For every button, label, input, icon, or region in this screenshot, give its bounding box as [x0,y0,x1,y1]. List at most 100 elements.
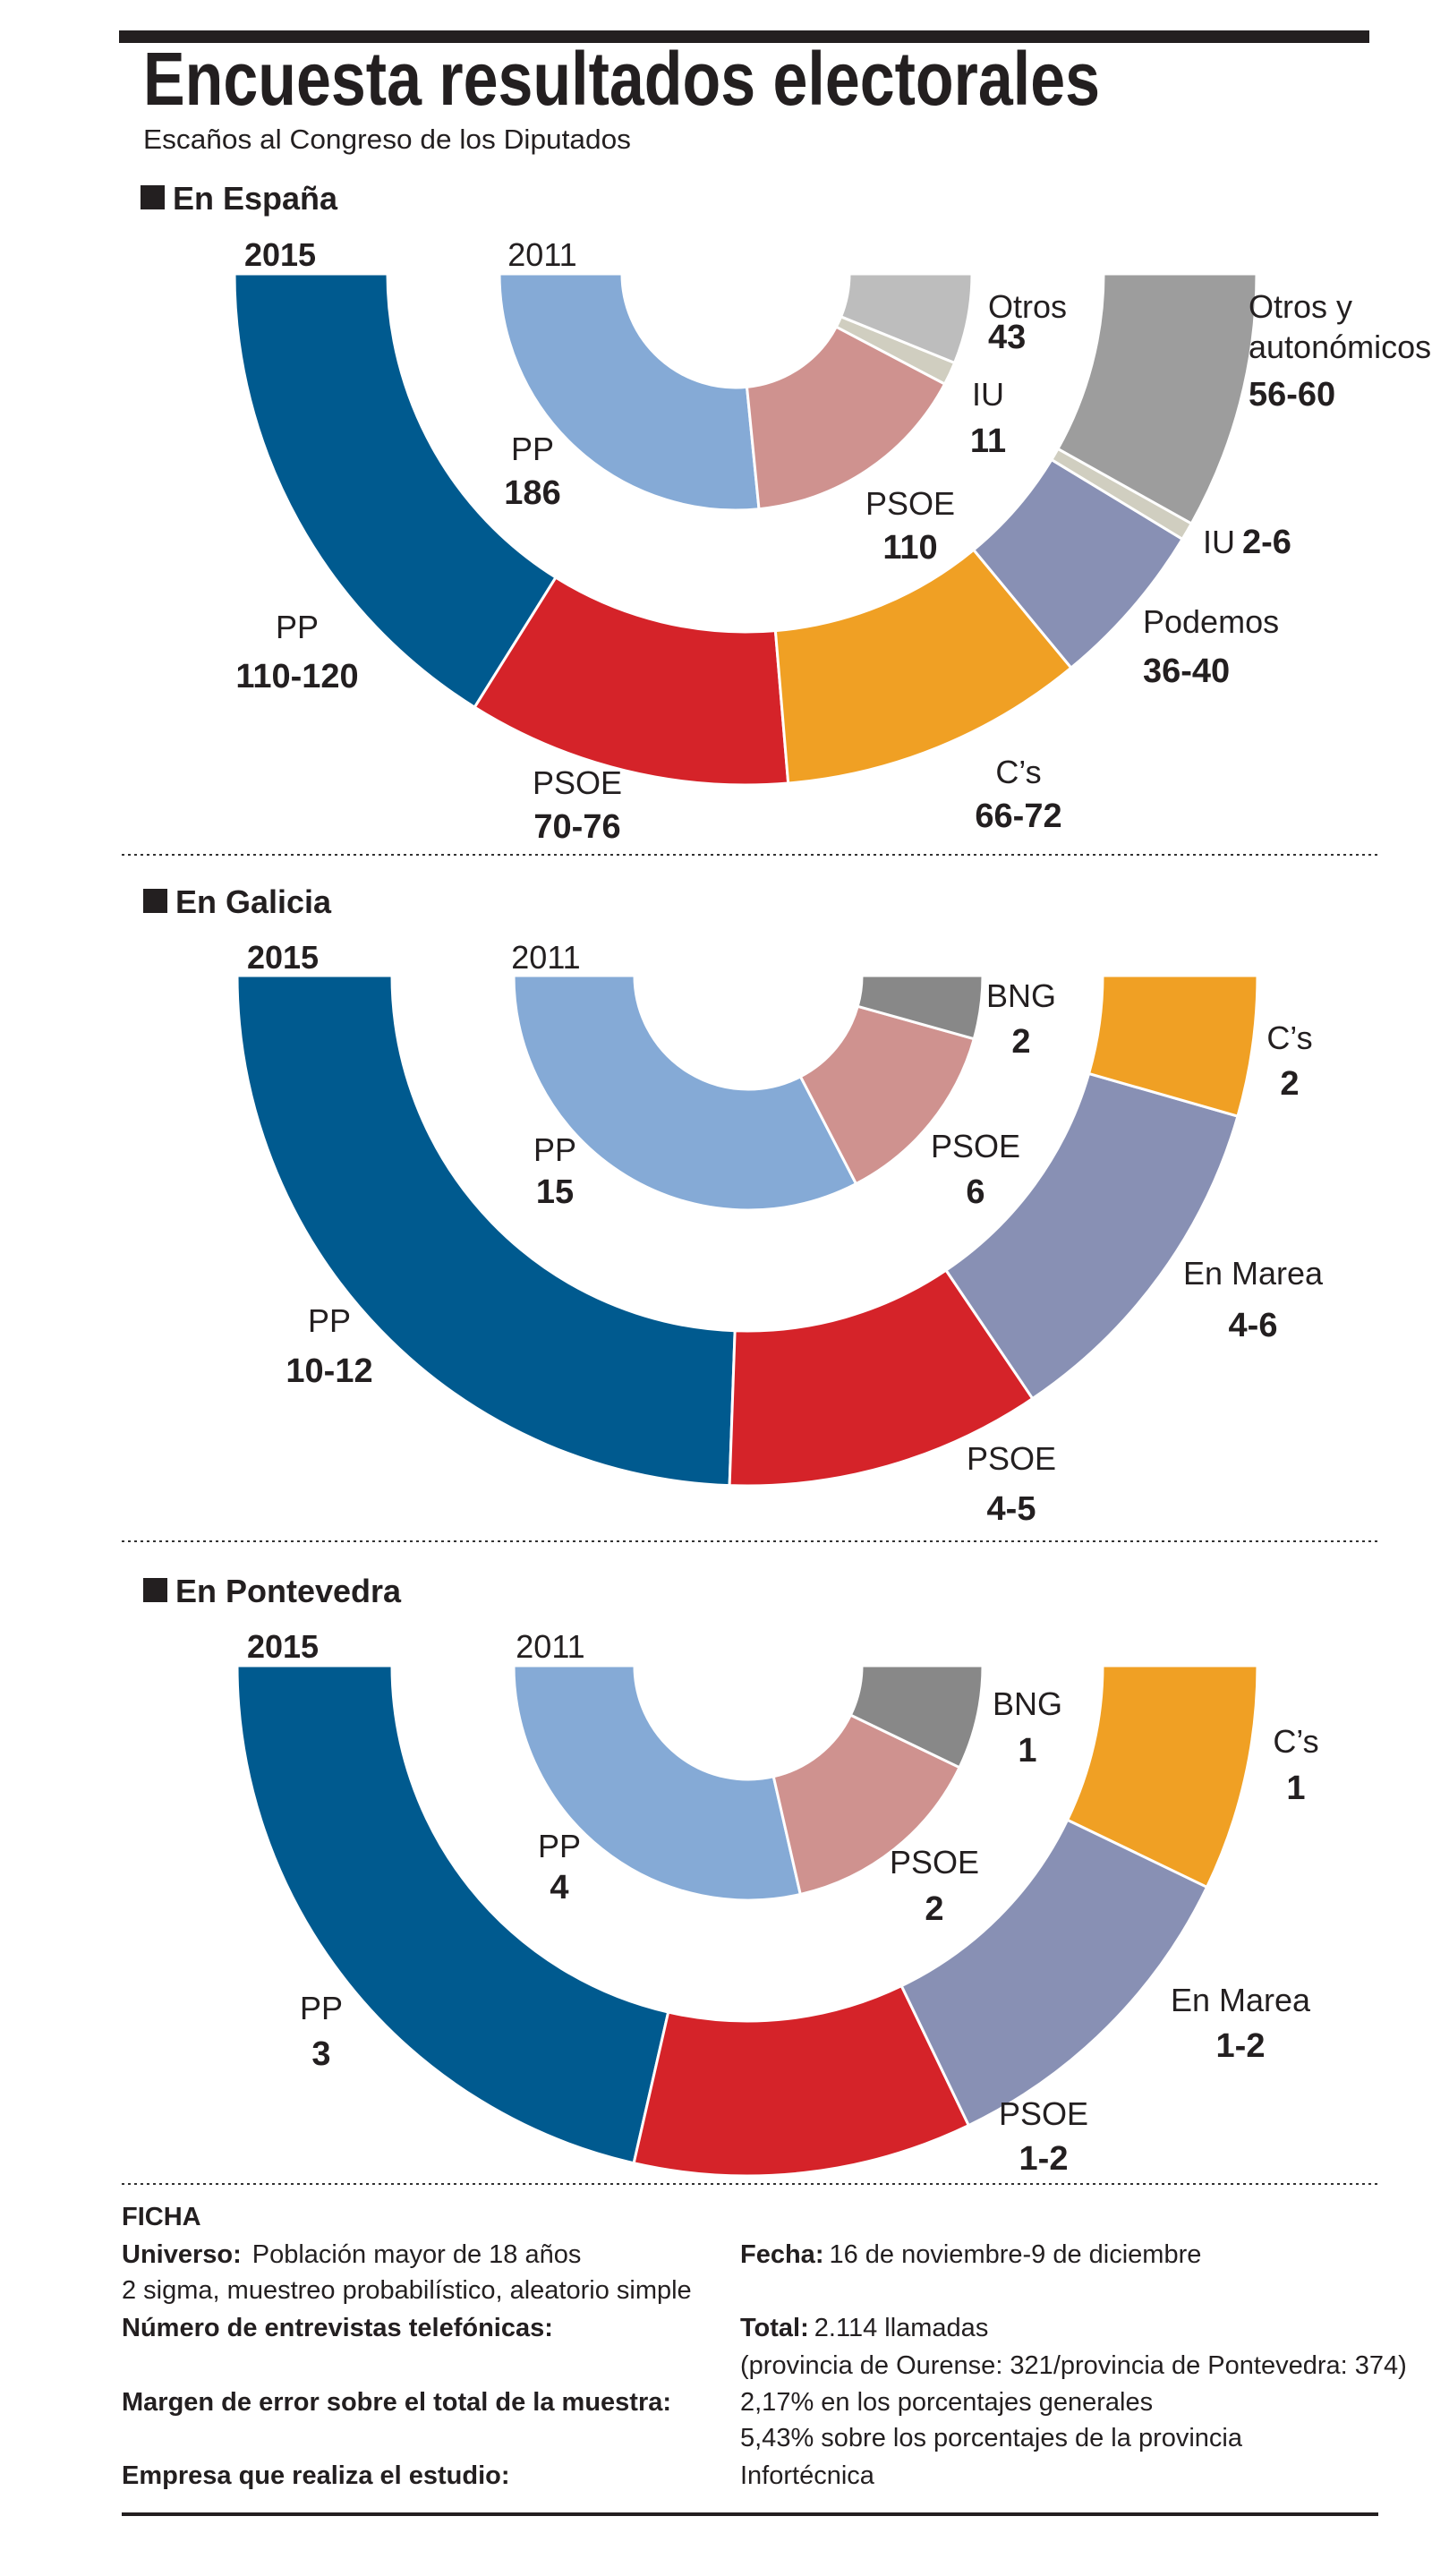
arcs [235,1664,1259,2178]
label-value: 10-12 [286,1352,372,1390]
arc-segment-2011-bng [856,974,984,1041]
ficha-value: 2,17% en los porcentajes generales [740,2388,1153,2417]
label-value: 15 [536,1173,574,1211]
label-value: 1 [1286,1770,1305,1807]
label-party: BNG [986,977,1056,1014]
arcs [235,974,1259,1488]
label-party: PSOE [999,2095,1088,2132]
label-party: PP [511,431,554,467]
top-rule [119,30,1369,43]
label-party: PP [533,1131,576,1168]
arc-segment-2011-psoe [771,1713,962,1897]
label-value: 2 [1011,1023,1030,1061]
ficha-value: Población mayor de 18 años [252,2240,582,2269]
ficha-heading: FICHA [122,2203,201,2231]
year-label-2011: 2011 [511,939,580,976]
label-party: C’s [995,754,1041,790]
label-party: PP [276,609,319,645]
arc-segment-2011-pp [498,272,761,512]
label-party: C’s [1266,1019,1312,1056]
label-party: IU [972,376,1004,413]
label-party: IU [1203,524,1235,560]
label-party: PSOE [967,1440,1056,1477]
label-value: 186 [504,474,560,512]
label-party: C’s [1273,1723,1318,1760]
page-title: Encuesta resultados electorales [143,37,1100,121]
arc-segment-2011-psoe [745,325,947,511]
section-square-icon [141,185,165,209]
ficha-label: Margen de error sobre el total de la mue… [122,2388,671,2417]
label-party: En Marea [1183,1255,1324,1292]
label-party: Otros [988,288,1067,325]
label-value: 1-2 [1019,2140,1069,2178]
arc-segment-2015-pp [233,272,558,710]
label-party: PSOE [865,485,955,522]
ficha-value: 5,43% sobre los porcentajes de la provin… [740,2424,1243,2452]
ficha-universo: Universo: Población mayor de 18 años [122,2240,581,2269]
ficha-total: Total: 2.114 llamadas [740,2314,988,2342]
label-value: 4-5 [987,1490,1036,1528]
ficha-label: Universo: [122,2240,242,2269]
section-square-icon [143,1578,167,1602]
label-value: 56-60 [1249,376,1335,414]
arc-segment-2011-otros [839,272,974,365]
ficha-value: (provincia de Ourense: 321/provincia de … [740,2351,1407,2380]
section-title: En Galicia [175,883,332,920]
label-party: PSOE [533,764,622,801]
year-label-2015: 2015 [244,236,316,273]
label-party: BNG [993,1685,1062,1722]
year-label-2015: 2015 [247,939,319,976]
label-party-line2: autonómicos [1249,328,1431,365]
ficha: FICHA Universo: Población mayor de 18 año… [122,2203,1407,2490]
year-label-2011: 2011 [516,1628,584,1665]
label-party: En Marea [1171,1982,1311,2018]
ficha-value: Infortécnica [740,2461,875,2490]
label-party: PP [300,1990,343,2026]
label-value: 2 [925,1890,943,1928]
label-party: PP [308,1302,351,1339]
arc-segment-2011-bng [848,1664,984,1770]
section-title: En Pontevedra [175,1573,402,1609]
arc-segment-2015-pp [235,1664,670,2165]
label-value: 4 [550,1869,568,1906]
label-party-line1: Otros y [1249,288,1352,325]
arc-segment-2011-pp [512,1664,803,1902]
section-square-icon [143,889,167,913]
label-value: 110 [882,529,937,567]
ficha-value: 16 de noviembre-9 de diciembre [829,2240,1201,2269]
label-value: 4-6 [1229,1307,1278,1344]
label-value: 3 [311,2035,330,2073]
ficha-fecha: Fecha: 16 de noviembre-9 de diciembre [740,2240,1201,2269]
ficha-label: Fecha: [740,2240,823,2269]
label-party: PP [538,1828,581,1864]
year-label-2011: 2011 [507,236,576,273]
year-label-2015: 2015 [247,1628,319,1665]
label-value: 2-6 [1242,524,1291,561]
ficha-label: Número de entrevistas telefónicas: [122,2314,553,2342]
ficha-label: Total: [740,2314,809,2342]
arc-segment-2015-pp [235,974,737,1488]
arc-segment-2011-pp [512,974,858,1212]
arcs [233,272,1258,787]
ficha-value: 2 sigma, muestreo probabilístico, aleato… [122,2276,692,2305]
label-iu: IU 2-6 [1203,524,1291,561]
chart-espana: En España 2015 2011 PP 110-120 PSOE 70-7… [141,180,1431,846]
chart-pontevedra: En Pontevedra 2015 2011 PP 3 PSOE 1-2 En… [143,1573,1319,2178]
arc-segment-2015-c-s [1087,974,1259,1118]
label-value: 1 [1018,1732,1036,1770]
label-value: 11 [970,422,1006,460]
section-title: En España [173,180,338,217]
arc-segment-2015-c-s [1065,1664,1259,1889]
label-value: 36-40 [1143,653,1230,690]
label-value: 110-120 [235,658,358,695]
label-value: 1-2 [1216,2027,1266,2065]
ficha-value: 2.114 llamadas [814,2314,989,2342]
arc-segment-2015-otros-y-auton-micos [1055,272,1258,525]
label-value: 43 [988,319,1026,356]
label-value: 66-72 [975,798,1061,835]
bottom-rule [122,2512,1378,2516]
chart-galicia: En Galicia 2015 2011 PP 10-12 PSOE 4-5 E… [143,883,1324,1528]
page-subtitle: Escaños al Congreso de los Diputados [143,124,631,155]
label-party: Podemos [1143,603,1279,640]
